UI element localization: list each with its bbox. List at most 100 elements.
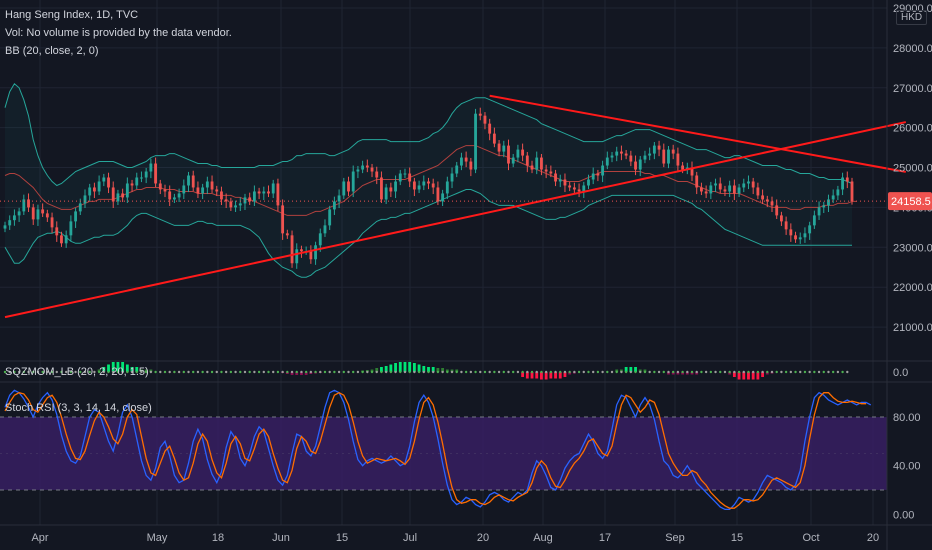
squeeze-bar[interactable] <box>540 372 543 380</box>
candle-body[interactable] <box>375 171 379 178</box>
candle-body[interactable] <box>742 183 746 188</box>
candle-body[interactable] <box>445 181 449 194</box>
candle-body[interactable] <box>205 181 209 188</box>
candle-body[interactable] <box>121 193 125 198</box>
candle-body[interactable] <box>554 173 557 182</box>
squeeze-bar[interactable] <box>422 366 426 372</box>
candle-body[interactable] <box>794 235 797 240</box>
candle-body[interactable] <box>69 221 73 236</box>
candle-body[interactable] <box>591 173 595 180</box>
candle-body[interactable] <box>154 163 157 184</box>
trendline[interactable] <box>489 94 907 173</box>
candle-body[interactable] <box>676 153 680 166</box>
candle-body[interactable] <box>502 145 506 152</box>
squeeze-bar[interactable] <box>535 372 539 379</box>
candle-body[interactable] <box>422 181 426 186</box>
candle-body[interactable] <box>196 187 200 194</box>
candle-body[interactable] <box>601 165 605 176</box>
squeeze-bar[interactable] <box>751 372 755 380</box>
candle-body[interactable] <box>469 161 473 170</box>
squeeze-bar[interactable] <box>728 372 732 375</box>
candle-body[interactable] <box>276 183 280 206</box>
candle-body[interactable] <box>403 173 407 175</box>
squeeze-bar[interactable] <box>756 372 760 380</box>
squeeze-bar[interactable] <box>290 372 294 375</box>
candle-body[interactable] <box>756 187 760 196</box>
squeeze-bar[interactable] <box>300 372 303 375</box>
squeeze-bar[interactable] <box>624 367 628 372</box>
candle-body[interactable] <box>177 193 181 198</box>
candle-body[interactable] <box>111 187 115 202</box>
squeeze-bar[interactable] <box>629 367 633 372</box>
legend-title[interactable]: Hang Seng Index, 1D, TVC <box>5 9 139 21</box>
candle-body[interactable] <box>370 167 374 172</box>
candle-body[interactable] <box>732 185 736 194</box>
candle-body[interactable] <box>831 195 835 200</box>
squeeze-bar[interactable] <box>427 367 430 372</box>
candle-body[interactable] <box>417 185 421 190</box>
candle-body[interactable] <box>690 167 694 176</box>
candle-body[interactable] <box>281 205 285 234</box>
candle-body[interactable] <box>384 187 388 200</box>
squeeze-bar[interactable] <box>380 367 383 372</box>
squeeze-bar[interactable] <box>125 364 129 373</box>
squeeze-bar[interactable] <box>638 369 642 373</box>
candle-body[interactable] <box>248 197 252 202</box>
squeeze-bar[interactable] <box>455 369 459 373</box>
candle-body[interactable] <box>125 183 129 198</box>
candle-body[interactable] <box>770 201 774 206</box>
candle-body[interactable] <box>563 179 567 186</box>
candle-body[interactable] <box>761 195 765 200</box>
squeeze-bar[interactable] <box>563 372 567 377</box>
candle-body[interactable] <box>704 191 708 194</box>
candle-body[interactable] <box>497 143 501 152</box>
candle-body[interactable] <box>549 171 553 174</box>
candle-body[interactable] <box>182 185 186 194</box>
candle-body[interactable] <box>36 209 40 220</box>
candle-body[interactable] <box>737 187 741 194</box>
squeeze-bar[interactable] <box>144 369 148 373</box>
candle-body[interactable] <box>64 235 68 244</box>
candle-body[interactable] <box>78 203 82 212</box>
squeeze-bar[interactable] <box>761 372 765 377</box>
stoch-rsi-pane[interactable] <box>0 389 887 511</box>
candle-body[interactable] <box>747 181 750 184</box>
candle-body[interactable] <box>74 211 77 222</box>
candle-body[interactable] <box>27 199 30 208</box>
candle-body[interactable] <box>568 185 572 188</box>
candle-body[interactable] <box>827 199 830 206</box>
candle-body[interactable] <box>300 249 303 252</box>
candle-body[interactable] <box>55 227 59 236</box>
candle-body[interactable] <box>652 145 656 154</box>
candle-body[interactable] <box>389 187 393 192</box>
candle-body[interactable] <box>634 161 637 170</box>
candle-body[interactable] <box>488 123 492 134</box>
squeeze-bar[interactable] <box>525 372 529 379</box>
candle-body[interactable] <box>229 201 233 208</box>
squeeze-bar[interactable] <box>398 362 402 372</box>
candle-body[interactable] <box>483 115 487 124</box>
candle-body[interactable] <box>412 181 416 190</box>
squeeze-bar[interactable] <box>441 368 445 372</box>
candle-body[interactable] <box>718 183 722 190</box>
candle-body[interactable] <box>671 149 675 154</box>
legend-bollinger[interactable]: BB (20, close, 2, 0) <box>5 45 99 57</box>
squeeze-bar[interactable] <box>695 372 699 375</box>
squeeze-bar[interactable] <box>412 363 416 372</box>
candle-body[interactable] <box>130 183 134 186</box>
candle-body[interactable] <box>8 220 12 226</box>
squeeze-bar[interactable] <box>304 372 308 375</box>
candle-body[interactable] <box>135 177 139 186</box>
bollinger-basis-line[interactable] <box>4 145 857 216</box>
candle-body[interactable] <box>285 233 289 236</box>
candle-body[interactable] <box>252 191 256 202</box>
candle-body[interactable] <box>714 183 717 186</box>
squeeze-bar[interactable] <box>431 367 435 372</box>
candle-body[interactable] <box>215 189 219 192</box>
candle-body[interactable] <box>544 169 548 172</box>
candle-body[interactable] <box>210 181 214 190</box>
squeeze-bar[interactable] <box>116 362 120 372</box>
candle-body[interactable] <box>140 177 143 179</box>
candle-body[interactable] <box>667 149 670 164</box>
squeeze-bar[interactable] <box>765 372 769 375</box>
